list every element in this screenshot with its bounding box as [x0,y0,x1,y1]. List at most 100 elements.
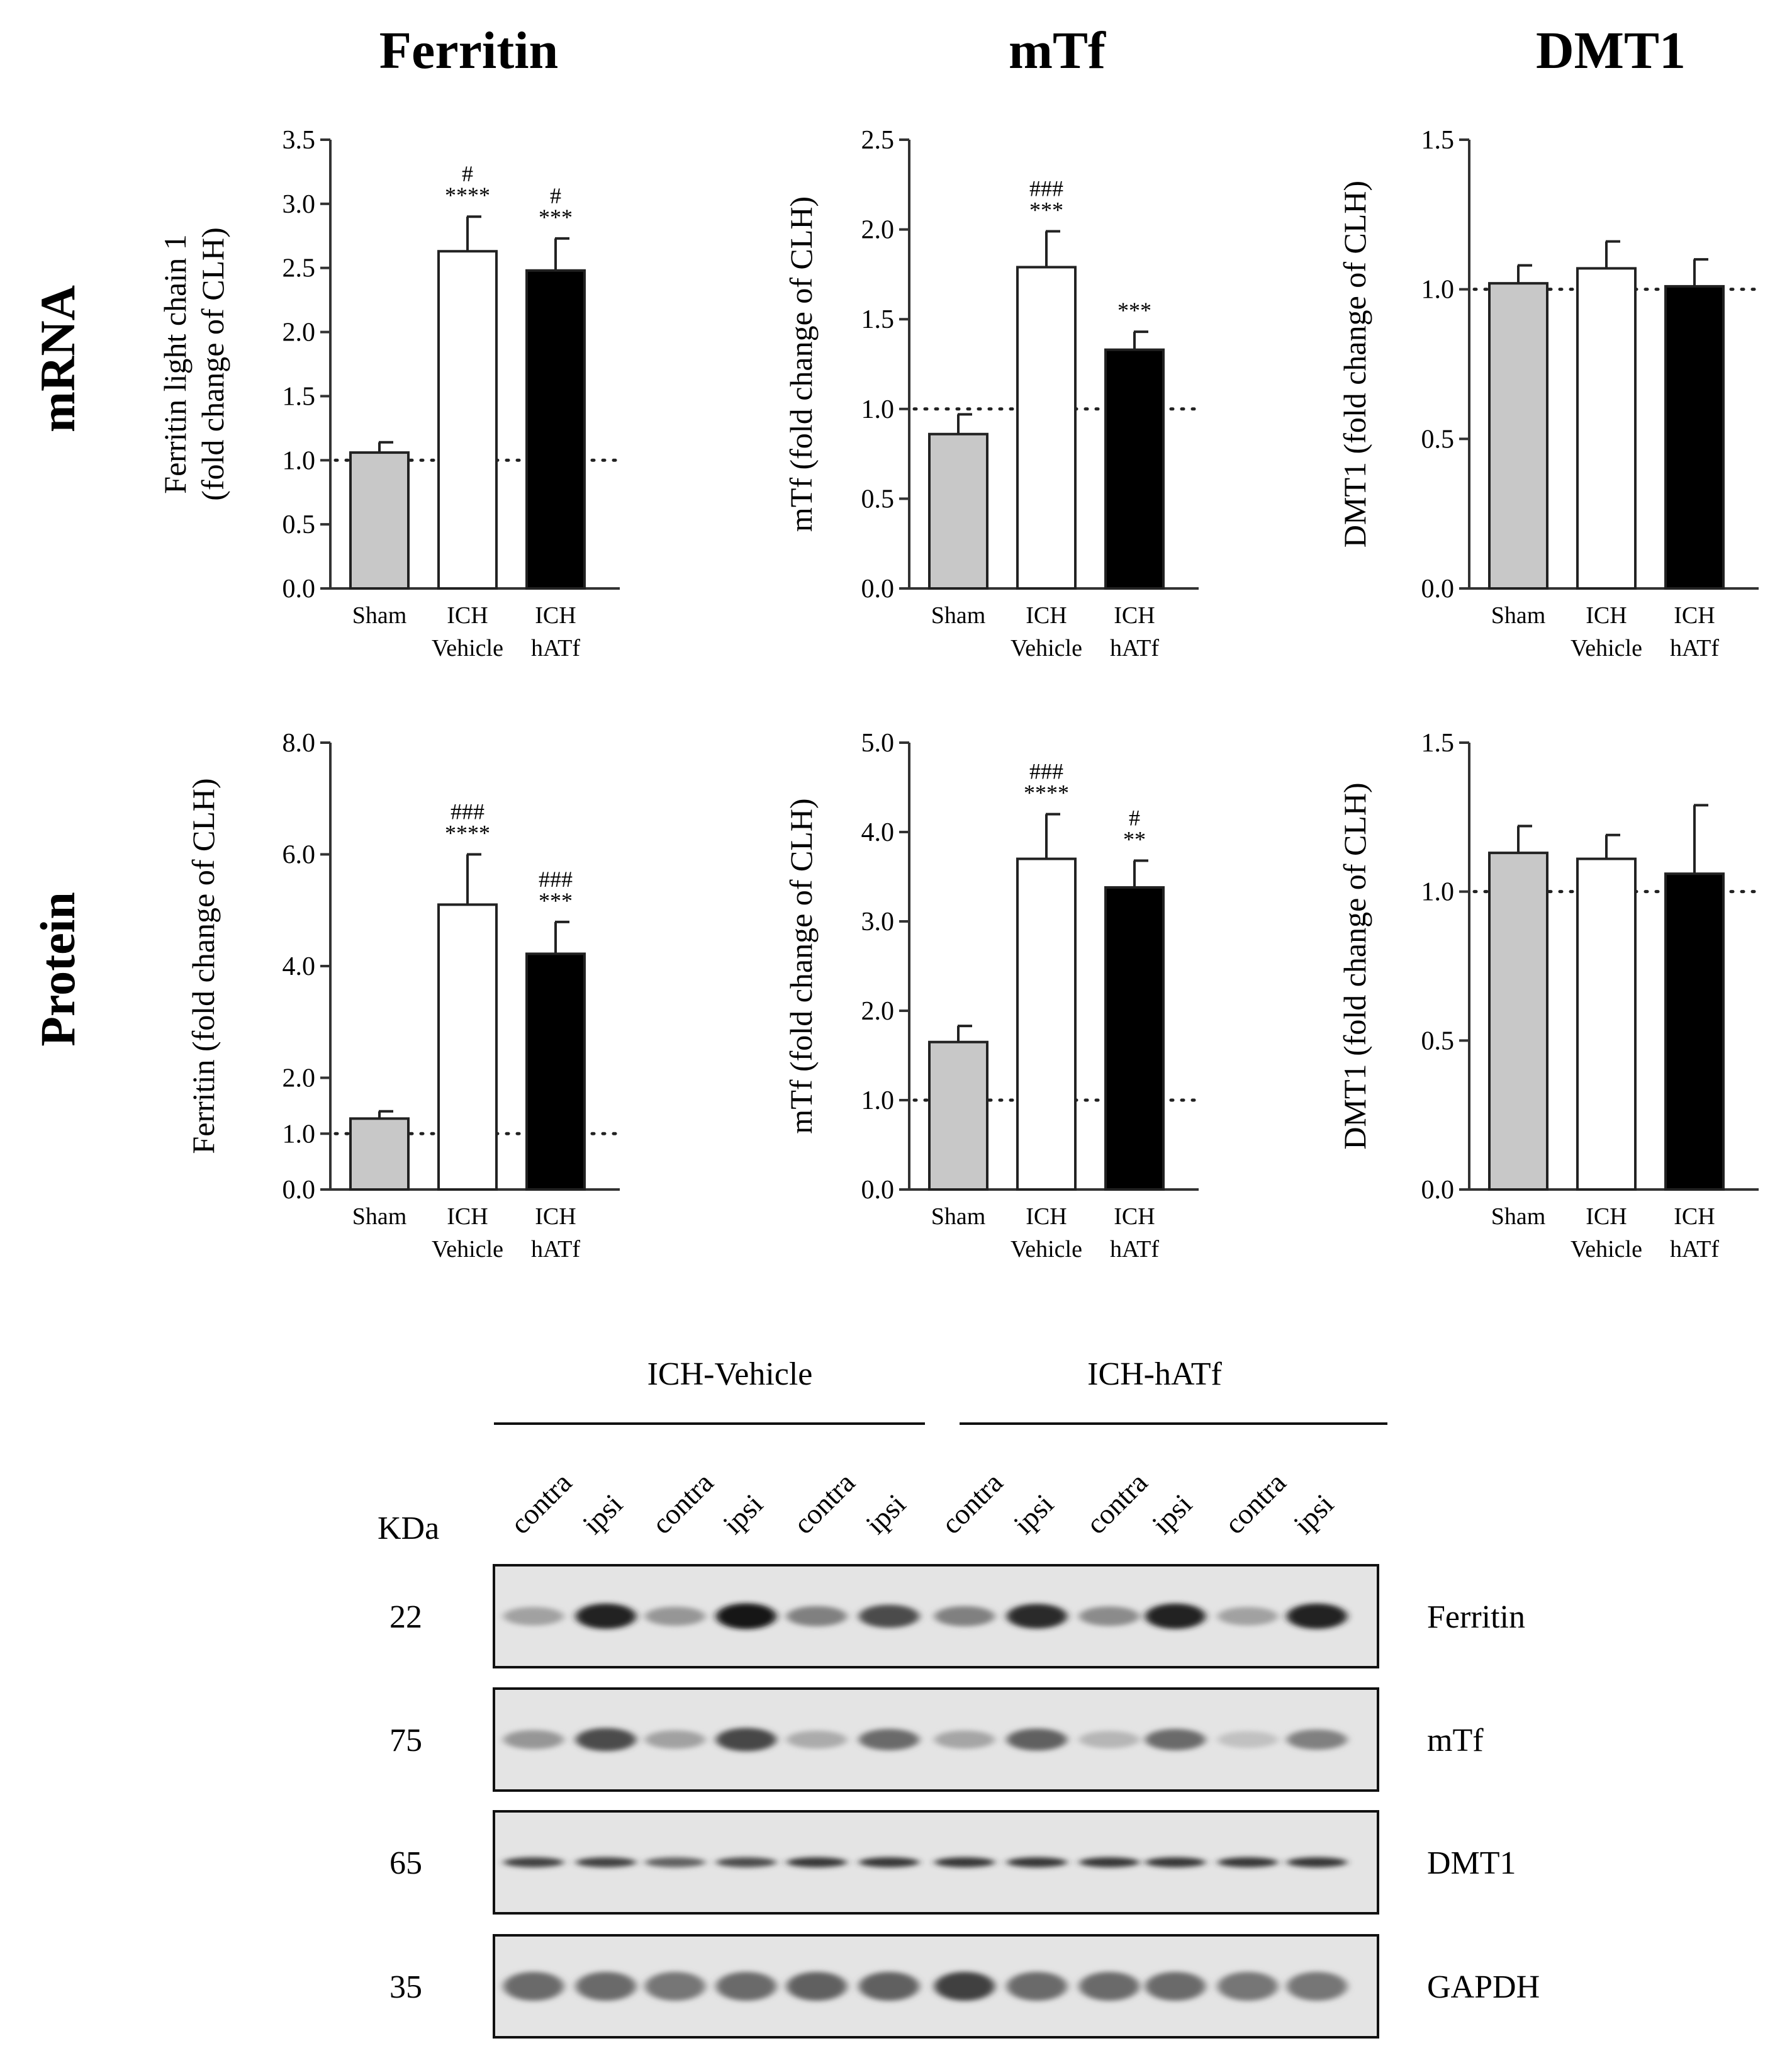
y-tick-label: 1.0 [1421,878,1455,907]
blot-band [1007,1604,1067,1629]
y-tick-label: 1.0 [1421,276,1455,305]
category-label: ICH [1586,1203,1627,1230]
category-label: Sham [931,602,986,629]
category-label: Vehicle [432,1236,503,1263]
bar-2 [1104,348,1165,590]
blot-band [1079,1972,1140,2001]
blot-band [1218,1972,1278,2001]
blot-band [934,1730,995,1749]
blot-band [716,1728,776,1752]
kda-label: 35 [389,1969,422,2005]
y-axis-label: DMT1 (fold change of CLH) [1337,782,1372,1149]
protein-label: mTf [1427,1723,1484,1758]
y-axis-label: Ferritin light chain 1 [157,234,193,493]
group-label-ich-hatf: ICH-hATf [1087,1356,1222,1392]
bar-0 [1488,282,1548,590]
lane-label: contra [1218,1466,1292,1540]
protein-label: Ferritin [1427,1599,1525,1635]
blot-band [503,1972,564,2001]
blot-band [1079,1731,1140,1748]
blot-band [1287,1729,1347,1750]
blot-band [1007,1857,1067,1867]
y-tick-label: 3.0 [861,908,895,937]
blot-band [1145,1857,1206,1867]
category-label: Sham [352,1203,407,1230]
chart-mrna-ferritin: 0.0 0.5 1.0 1.5 2.0 2.5 3.0 3.5 Ferritin light c… [157,126,622,661]
protein-label: GAPDH [1427,1969,1540,2005]
lane-label: contra [1080,1466,1153,1540]
y-tick-label: 1.0 [283,446,316,475]
significance-marker: *** [539,888,573,913]
category-label: Sham [931,1203,986,1230]
y-tick-label: 1.0 [861,1086,895,1115]
bar-charts: 0.0 0.5 1.0 1.5 2.0 2.5 3.0 3.5 Ferritin light c… [157,126,1761,1263]
category-label: Sham [352,602,407,629]
lane-label: contra [504,1466,578,1540]
y-tick-label: 3.5 [283,126,316,155]
y-tick-label: 0.0 [861,1176,895,1205]
significance-marker: ### [539,867,573,892]
significance-marker: **** [1024,780,1069,806]
blot-row-ferritin: 22 Ferritin [389,1564,1525,1668]
y-tick-label: 0.0 [861,575,895,604]
blot-band [1007,1972,1067,2001]
lane-label: ipsi [1007,1488,1060,1540]
lane-label: ipsi [860,1488,912,1540]
category-label: ICH [535,1203,576,1230]
y-tick-label: 1.5 [1421,126,1455,155]
blot-band [645,1606,705,1626]
blot-band [576,1603,636,1629]
y-tick-label: 0.0 [283,1176,316,1205]
y-tick-label: 6.0 [283,841,316,870]
bar-2 [1664,872,1725,1191]
blot-band [503,1857,564,1867]
y-axis-label: mTf (fold change of CLH) [783,798,819,1133]
bar-1 [1576,857,1637,1191]
significance-marker: ** [1123,826,1146,852]
lane-label: contra [935,1466,1009,1540]
lane-label: ipsi [1287,1488,1340,1540]
chart-mrna-mtf: 0.0 0.5 1.0 1.5 2.0 2.5 mTf (fold change of CL… [783,126,1201,661]
category-label: hATf [531,1236,580,1263]
category-label: ICH [1674,602,1715,629]
row-title-protein: Protein [30,892,85,1047]
y-tick-label: 2.0 [283,318,316,347]
blot-band [934,1972,995,2001]
significance-marker: # [462,161,473,186]
y-tick-label: 0.0 [1421,1176,1455,1205]
bar-1 [437,903,498,1191]
blot-band [859,1972,919,2001]
row-title-mrna: mRNA [30,285,85,432]
blot-band [1079,1606,1140,1626]
category-label: Vehicle [1011,1236,1082,1263]
blot-band [787,1972,847,2001]
blot-band [1287,1603,1347,1629]
significance-marker: # [550,183,561,208]
blot-band [1218,1607,1278,1626]
y-tick-label: 0.5 [1421,1026,1455,1055]
blot-band [859,1604,919,1628]
y-tick-label: 1.5 [861,305,895,334]
chart-protein-mtf: 0.0 1.0 2.0 3.0 4.0 5.0 mTf (fold change of CL… [783,729,1201,1263]
y-tick-label: 2.0 [283,1064,316,1093]
category-label: ICH [447,602,488,629]
blot-band [1145,1603,1206,1629]
blot-band [645,1972,705,2001]
category-label: ICH [1114,602,1155,629]
category-label: Vehicle [1571,1236,1642,1263]
bar-2 [1104,886,1165,1191]
significance-marker: ### [451,799,484,824]
category-label: hATf [1670,1236,1719,1263]
chart-protein-ferritin: 0.0 1.0 2.0 4.0 6.0 8.0 Ferritin (fold change … [186,729,622,1263]
lane-label: ipsi [576,1488,629,1540]
significance-marker: ### [1029,759,1063,784]
y-tick-label: 2.0 [861,216,895,245]
blot-band [1287,1972,1347,2001]
column-title-dmt1: DMT1 [1536,21,1686,80]
bar-1 [1016,857,1077,1191]
blot-band [1007,1728,1067,1751]
blot-band [645,1857,705,1867]
y-tick-label: 0.5 [283,510,316,539]
